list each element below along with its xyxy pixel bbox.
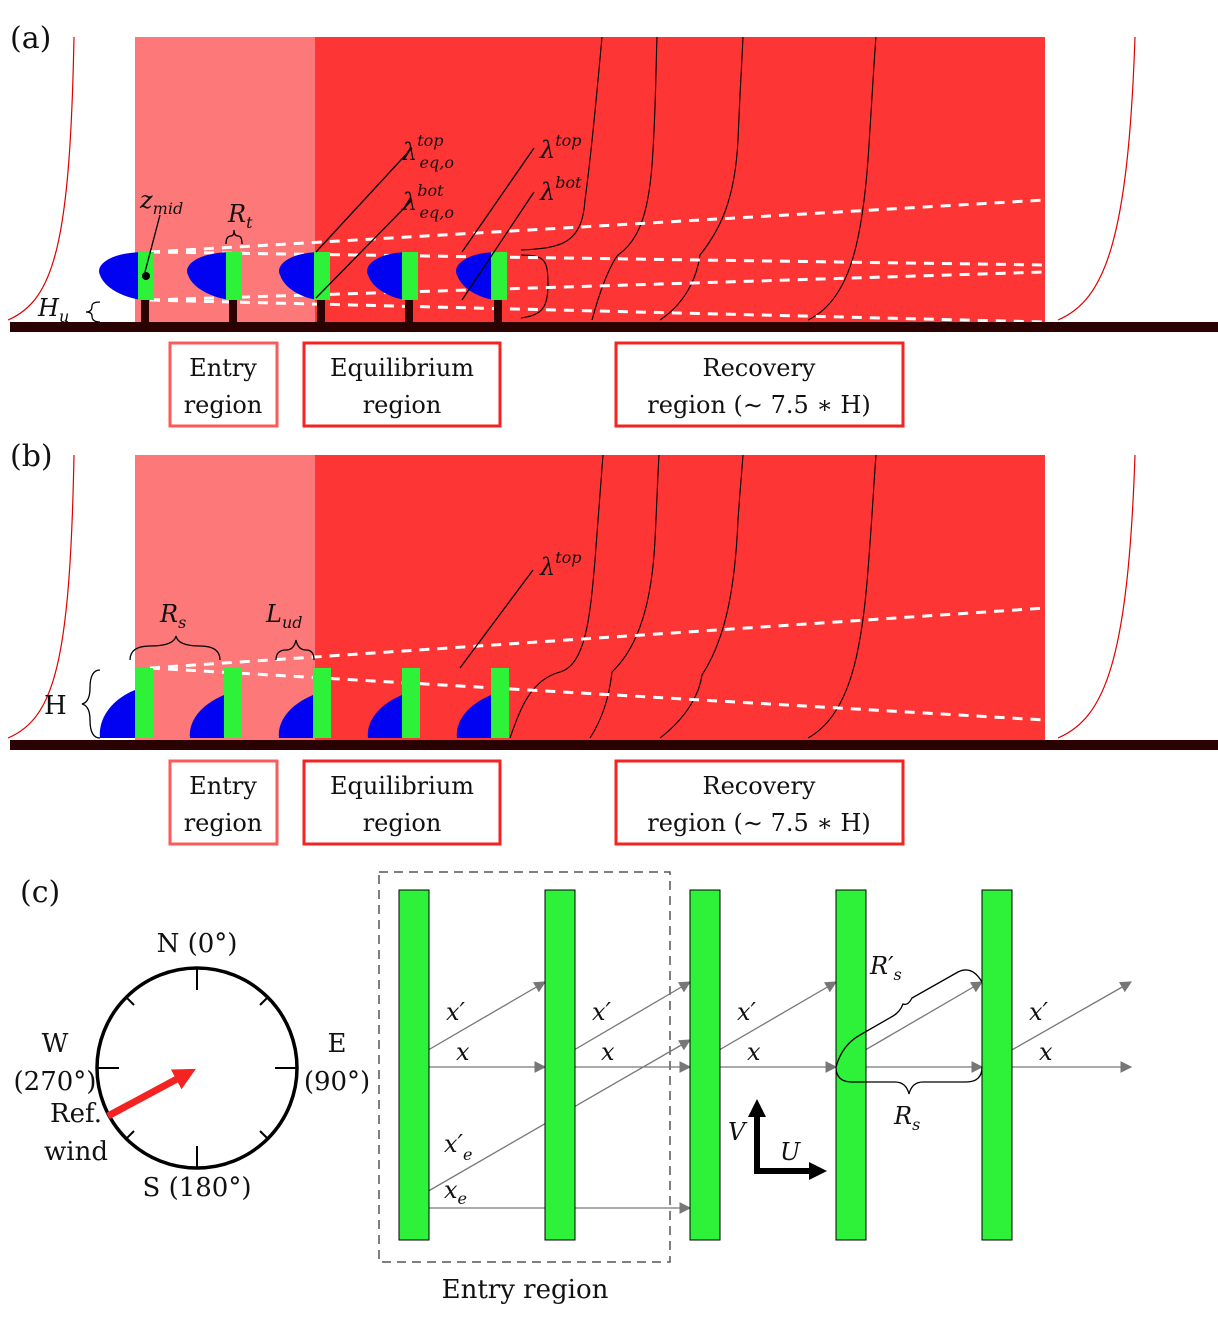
- turbine-top: [835, 889, 867, 1241]
- lambda-top-label-b: λtop: [539, 548, 582, 581]
- r-t-label: Rt: [227, 200, 253, 232]
- entry-region-box-b: [168, 759, 279, 846]
- turbine-top: [981, 889, 1013, 1241]
- turbine: [456, 668, 509, 738]
- x-e-prime-label: x′e: [444, 1130, 472, 1164]
- x-label: x: [601, 1038, 615, 1066]
- x-e-label: xe: [444, 1176, 467, 1208]
- region-boxes-a: Entry region Equilibrium region Recovery…: [168, 341, 905, 428]
- recovery-region-box: [614, 341, 905, 428]
- turbines-b: [99, 668, 509, 738]
- recovery-region-line1-b: Recovery: [703, 772, 816, 800]
- compass-e-label: E: [328, 1029, 347, 1059]
- wake-background: [315, 37, 1045, 323]
- ground-a: [10, 322, 1218, 332]
- turbine: [187, 252, 242, 322]
- compass-e-deg: (90°): [304, 1067, 370, 1097]
- entry-region-line1: Entry: [189, 354, 257, 382]
- turbine: [278, 668, 331, 738]
- compass-ticks: [97, 968, 297, 1168]
- r-s-label: Rs: [159, 600, 186, 632]
- lambda-bot-label: λbot: [539, 173, 582, 206]
- turbine-top: [689, 889, 721, 1241]
- compass-w-deg: (270°): [14, 1067, 97, 1097]
- lambda-eq-bot-label: λbot eq,o: [401, 181, 454, 222]
- equilibrium-region-box-b: [302, 759, 502, 846]
- r-s-prime-label: R′s: [869, 952, 902, 984]
- u-label: U: [780, 1138, 801, 1166]
- turbine-top: [398, 889, 430, 1241]
- equilibrium-region-box: [302, 341, 502, 428]
- turbines-top-view: [398, 889, 1013, 1241]
- annotation-lines-a: [85, 147, 535, 323]
- x-prime-label: x′: [592, 998, 612, 1026]
- entry-region-line2: region: [184, 391, 263, 419]
- equilibrium-region-line1-b: Equilibrium: [330, 772, 474, 800]
- panel-c: (c) N (0°) E (90°) W (270°) S (180°) Ref…: [14, 871, 1133, 1305]
- inflow-profile-b: [7, 454, 75, 739]
- velocity-profiles-b: [509, 454, 877, 739]
- compass-w-label: W: [42, 1029, 69, 1059]
- wake-boundaries-b: [149, 606, 1046, 722]
- x-label: x: [747, 1038, 761, 1066]
- entry-region-caption: Entry region: [442, 1275, 609, 1305]
- wake-background-b: [315, 455, 1045, 740]
- annotation-lines-b: [81, 569, 534, 739]
- panel-c-labels: x′ x′ x′ x′ x x x x x′e xe R′s Rs: [444, 952, 1053, 1208]
- entry-region-line1-b: Entry: [189, 772, 257, 800]
- entry-region-box: [168, 341, 279, 428]
- inflow-profile: [7, 36, 75, 321]
- equilibrium-region-line2-b: region: [363, 809, 442, 837]
- ref-wind-arrow: [106, 1068, 196, 1120]
- v-label: V: [728, 1118, 748, 1146]
- equilibrium-region-line1: Equilibrium: [330, 354, 474, 382]
- panel-b: (b): [7, 439, 1218, 846]
- compass-s-label: S (180°): [143, 1173, 252, 1203]
- z-mid-dot: [142, 272, 150, 280]
- panel-a-label: (a): [10, 21, 51, 56]
- wake-boundaries: [149, 198, 1046, 324]
- turbine: [189, 668, 242, 738]
- turbine-top: [544, 889, 576, 1241]
- recovery-region-line1: Recovery: [703, 354, 816, 382]
- panel-c-label: (c): [20, 875, 60, 910]
- region-boxes-b: Entry region Equilibrium region Recovery…: [168, 759, 905, 846]
- r-s-label-c: Rs: [893, 1102, 920, 1134]
- h-u-label: Hu: [37, 294, 69, 326]
- x-prime-label: x′: [737, 998, 757, 1026]
- equilibrium-region-line2: region: [363, 391, 442, 419]
- recovery-region-line2-b: region (∼ 7.5 ∗ H): [647, 809, 870, 837]
- turbine: [367, 668, 420, 738]
- entry-region-line2-b: region: [184, 809, 263, 837]
- flow-arrows: [398, 981, 1133, 1214]
- lambda-eq-top-label: λtop eq,o: [401, 131, 454, 172]
- x-prime-label: x′: [446, 998, 466, 1026]
- compass: N (0°) E (90°) W (270°) S (180°) Ref. wi…: [14, 929, 371, 1203]
- outflow-profile: [1057, 36, 1136, 321]
- uv-axes: V U: [728, 1099, 827, 1180]
- turbine: [99, 668, 153, 738]
- lambda-top-label: λtop: [539, 131, 582, 164]
- x-label: x: [456, 1038, 470, 1066]
- l-ud-label: Lud: [265, 600, 302, 632]
- turbine: [99, 252, 154, 322]
- turbine: [367, 252, 418, 322]
- recovery-region-box-b: [614, 759, 905, 846]
- ground-b: [10, 740, 1218, 750]
- z-mid-label: zmid: [139, 186, 183, 218]
- ref-wind-label-1: Ref.: [50, 1099, 102, 1129]
- panel-a: (a): [7, 21, 1218, 428]
- recovery-region-line2: region (∼ 7.5 ∗ H): [647, 391, 870, 419]
- ref-wind-label-2: wind: [44, 1137, 108, 1167]
- compass-n-label: N (0°): [157, 929, 238, 959]
- x-prime-label: x′: [1029, 998, 1049, 1026]
- h-label: H: [44, 691, 67, 721]
- outflow-profile-b: [1057, 454, 1136, 739]
- panel-b-label: (b): [10, 439, 53, 474]
- x-label: x: [1039, 1038, 1053, 1066]
- spacing-braces: [835, 969, 983, 1095]
